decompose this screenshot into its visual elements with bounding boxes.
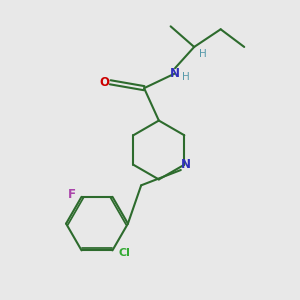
Text: H: H [182,72,190,82]
Text: O: O [99,76,110,89]
Text: H: H [199,49,206,59]
Text: N: N [181,158,191,171]
Text: N: N [170,67,180,80]
Text: Cl: Cl [118,248,130,258]
Text: F: F [68,188,76,201]
